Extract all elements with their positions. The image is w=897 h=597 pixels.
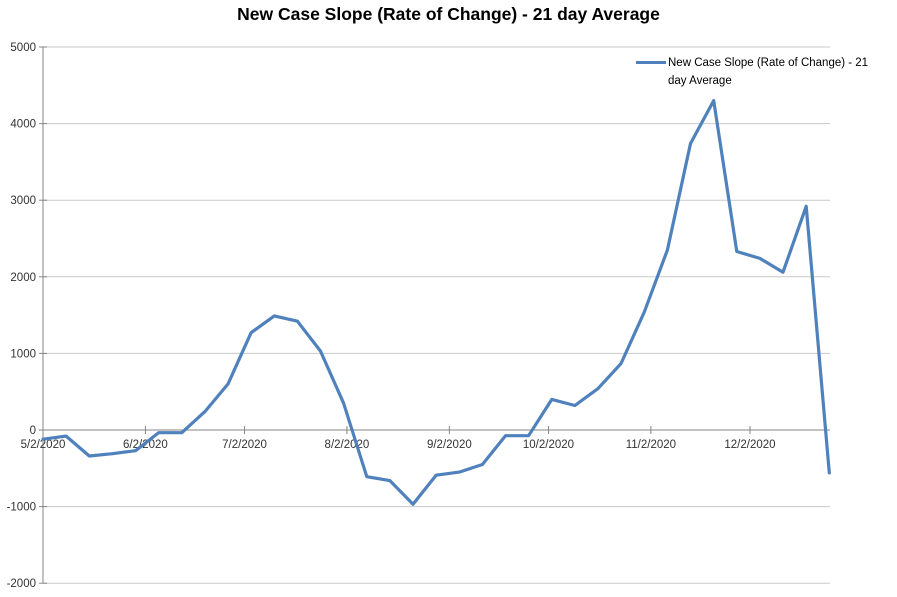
y-axis-label: 5000 — [10, 42, 36, 54]
x-axis-label: 10/2/2020 — [523, 439, 574, 451]
x-axis-label: 5/2/2020 — [21, 439, 66, 451]
y-axis-label: 0 — [30, 425, 36, 437]
legend[interactable]: New Case Slope (Rate of Change) - 21 day… — [636, 55, 886, 91]
y-axis-label: 3000 — [10, 195, 36, 207]
x-axis-label: 9/2/2020 — [427, 439, 472, 451]
x-axis-label: 11/2/2020 — [626, 439, 676, 451]
x-axis-label: 8/2/2020 — [325, 439, 370, 451]
x-axis-label: 7/2/2020 — [222, 439, 267, 451]
y-axis-label: -1000 — [7, 502, 36, 514]
series-line[interactable] — [41, 98, 831, 506]
y-axis-label: 4000 — [10, 119, 36, 131]
y-axis-label: -2000 — [7, 578, 36, 590]
x-axis-label: 12/2/2020 — [724, 439, 775, 451]
y-axis-label: 1000 — [10, 348, 36, 360]
legend-line-marker — [636, 61, 666, 64]
chart-title: New Case Slope (Rate of Change) - 21 day… — [237, 4, 660, 24]
legend-label: New Case Slope (Rate of Change) - 21 day… — [668, 57, 869, 87]
y-axis-label: 2000 — [10, 272, 36, 284]
